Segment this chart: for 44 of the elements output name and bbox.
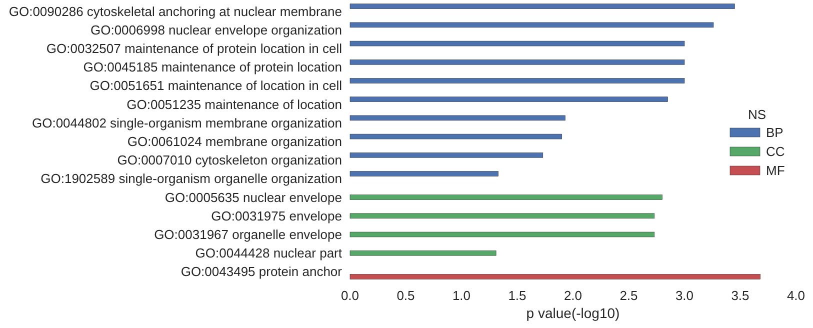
bar bbox=[350, 22, 714, 28]
y-tick-label: GO:1902589 single-organism organelle organization bbox=[40, 171, 342, 186]
x-tick-label: 1.0 bbox=[452, 288, 471, 303]
y-tick-label: GO:0031975 envelope bbox=[211, 208, 342, 224]
bar bbox=[350, 40, 685, 46]
y-tick-label: GO:0061024 membrane organization bbox=[127, 134, 342, 149]
y-tick-label: GO:0045185 maintenance of protein location bbox=[83, 60, 342, 75]
bar bbox=[350, 4, 735, 9]
bar bbox=[350, 250, 496, 256]
x-axis-title: p value(-log10) bbox=[526, 305, 620, 321]
bar bbox=[350, 78, 685, 84]
legend-title: NS bbox=[748, 107, 766, 122]
y-tick-label: GO:0044802 single-organism membrane organization bbox=[32, 115, 342, 130]
bar bbox=[350, 60, 685, 65]
x-tick-label: 2.5 bbox=[620, 288, 638, 303]
bar bbox=[350, 171, 498, 176]
y-tick-label: GO:0007010 cytoskeleton organization bbox=[117, 152, 342, 168]
x-tick-label: 0.5 bbox=[396, 288, 415, 303]
x-tick-label: 3.0 bbox=[675, 288, 694, 303]
bar bbox=[350, 213, 655, 219]
legend-label: BP bbox=[766, 125, 784, 140]
bar bbox=[350, 232, 655, 238]
x-tick-label: 4.0 bbox=[786, 288, 806, 303]
bar bbox=[350, 96, 668, 102]
y-tick-label: GO:0032507 maintenance of protein location in cell bbox=[46, 41, 342, 56]
bar bbox=[350, 115, 566, 121]
bar bbox=[350, 152, 544, 158]
y-tick-label: GO:0031967 organelle envelope bbox=[154, 227, 342, 242]
bar bbox=[350, 274, 760, 280]
legend-label: CC bbox=[766, 144, 785, 159]
y-tick-label: GO:0090286 cytoskeletal anchoring at nuclear membrane bbox=[8, 4, 342, 19]
y-tick-label: GO:0051651 maintenance of location in cell bbox=[90, 78, 342, 94]
bar bbox=[350, 194, 662, 200]
legend-label: MF bbox=[766, 163, 785, 178]
x-tick-label: 2.0 bbox=[564, 288, 582, 303]
bar bbox=[350, 134, 562, 140]
y-tick-label: GO:0043495 protein anchor bbox=[180, 264, 343, 280]
x-tick-label: 3.5 bbox=[731, 288, 750, 303]
y-tick-label: GO:0044428 nuclear part bbox=[195, 246, 342, 261]
y-tick-label: GO:0005635 nuclear envelope bbox=[164, 190, 342, 205]
x-tick-label: 1.5 bbox=[508, 288, 526, 303]
x-tick-label: 0.0 bbox=[340, 288, 360, 303]
y-tick-label: GO:0006998 nuclear envelope organization bbox=[90, 22, 342, 38]
y-tick-label: GO:0051235 maintenance of location bbox=[126, 96, 342, 112]
